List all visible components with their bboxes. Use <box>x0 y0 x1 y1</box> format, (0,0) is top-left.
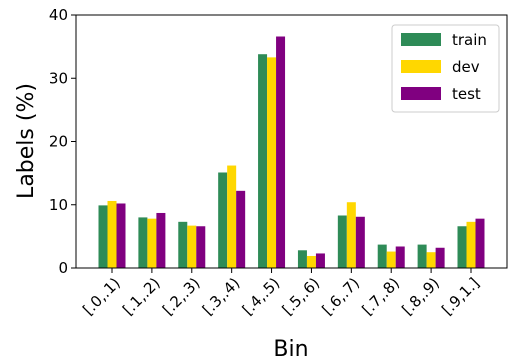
x-tick-label: [.9,1.] <box>438 274 483 319</box>
x-tick-label: [.5,.6) <box>279 274 324 319</box>
bar-dev-4 <box>267 57 277 268</box>
x-tick-label: [.8,.9) <box>398 274 443 319</box>
bar-train-9 <box>457 226 467 268</box>
legend-swatch-train <box>401 33 441 46</box>
x-tick-label: [.6,.7) <box>319 274 364 319</box>
y-tick-label: 20 <box>49 133 68 151</box>
bar-train-4 <box>258 54 268 269</box>
bar-test-1 <box>156 212 166 268</box>
x-tick-label: [.4,.5) <box>239 274 284 319</box>
legend-label-test: test <box>452 85 481 103</box>
bar-dev-8 <box>426 252 436 268</box>
plot-frame <box>75 14 508 269</box>
bar-test-0 <box>116 203 126 268</box>
bar-test-3 <box>236 190 246 268</box>
bar-dev-1 <box>147 218 157 268</box>
bar-dev-9 <box>466 221 476 268</box>
bar-train-6 <box>337 215 347 268</box>
bar-test-9 <box>475 218 485 268</box>
bar-train-0 <box>98 205 108 268</box>
y-tick-label: 30 <box>49 69 68 87</box>
bar-train-2 <box>178 221 188 268</box>
y-tick-label: 10 <box>49 196 68 214</box>
bar-test-4 <box>276 36 286 268</box>
bar-dev-3 <box>227 165 237 268</box>
bar-dev-6 <box>346 202 356 268</box>
y-axis-title: Labels (%) <box>14 83 39 199</box>
bars-layer <box>98 36 485 269</box>
bar-train-3 <box>218 172 228 268</box>
bar-test-5 <box>315 253 325 268</box>
x-axis-title: Bin <box>273 337 308 361</box>
x-tick-label: [.2,.3) <box>159 274 204 319</box>
bar-test-7 <box>395 246 405 268</box>
bar-dev-2 <box>187 225 197 268</box>
bar-dev-0 <box>107 200 117 268</box>
x-tick-label: [.1,.2) <box>119 274 164 319</box>
legend-swatch-dev <box>401 60 441 73</box>
bar-train-7 <box>377 244 387 268</box>
legend-label-train: train <box>452 31 487 49</box>
x-tick-label: [.3,.4) <box>199 274 244 319</box>
legend: train dev test <box>391 24 500 113</box>
y-tick-label: 0 <box>58 259 68 277</box>
legend-label-dev: dev <box>452 58 480 76</box>
y-axis-ticks: 0 10 20 30 40 <box>49 6 76 277</box>
bar-test-6 <box>355 216 365 268</box>
bar-test-2 <box>196 226 206 268</box>
x-tick-label: [.7,.8) <box>358 274 403 319</box>
y-tick-label: 40 <box>49 6 68 24</box>
x-axis-ticks: [.0,.1)[.1,.2)[.2,.3)[.3,.4)[.4,.5)[.5,.… <box>79 268 483 319</box>
x-tick-label: [.0,.1) <box>79 274 124 319</box>
bar-train-1 <box>138 217 148 268</box>
bar-dev-7 <box>386 251 396 268</box>
bar-test-8 <box>435 247 445 268</box>
legend-swatch-test <box>401 87 441 100</box>
bar-dev-5 <box>306 255 316 268</box>
bar-train-8 <box>417 244 427 268</box>
bar-train-5 <box>297 250 307 268</box>
